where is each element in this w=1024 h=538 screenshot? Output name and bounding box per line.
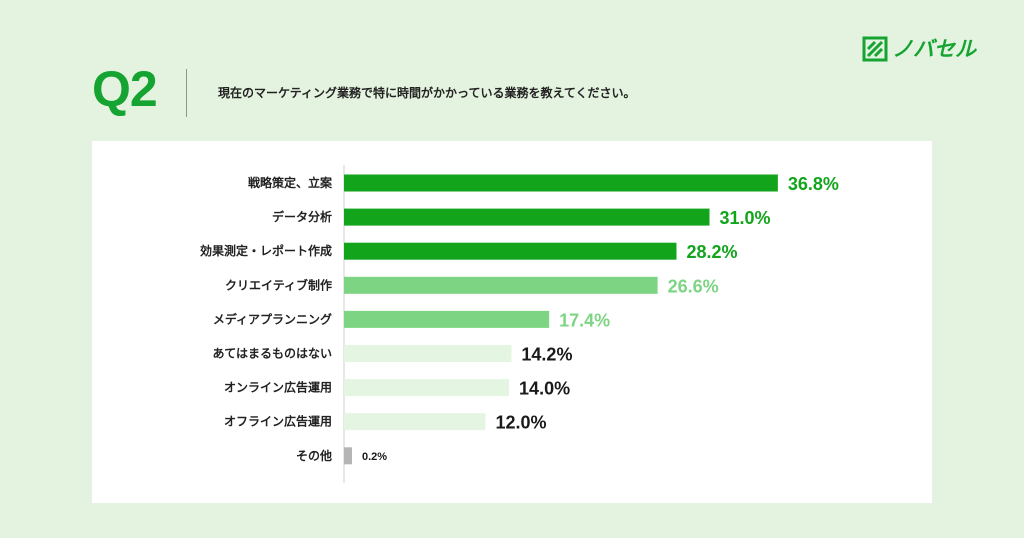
header-divider <box>186 69 187 117</box>
category-label: その他 <box>296 448 332 463</box>
bar <box>344 447 352 465</box>
bar <box>344 379 510 397</box>
category-label: データ分析 <box>272 209 332 224</box>
category-label: あてはまるものはない <box>212 347 332 361</box>
chart-panel: 戦略策定、立案 36.8% データ分析 31.0% 効果測定・レポート作成 28.2% クリ… <box>92 141 932 503</box>
value-label: 14.0% <box>519 379 570 399</box>
value-label: 12.0% <box>495 413 546 433</box>
category-label: オンライン広告運用 <box>224 380 332 395</box>
category-label: 効果測定・レポート作成 <box>200 243 332 258</box>
value-label: 36.8% <box>788 174 839 194</box>
bar <box>344 174 778 192</box>
value-label: 26.6% <box>668 276 719 296</box>
brand-logo-icon <box>862 36 888 62</box>
question-text: 現在のマーケティング業務で特に時間がかかっている業務を教えてください。 <box>218 86 636 100</box>
brand-logo: ノバセル <box>862 34 976 64</box>
bar <box>344 413 486 431</box>
question-number: Q2 <box>92 61 158 117</box>
value-label: 31.0% <box>719 208 770 228</box>
category-label: クリエイティブ制作 <box>225 277 332 292</box>
bar <box>344 208 710 226</box>
value-label: 0.2% <box>362 451 387 463</box>
brand-name: ノバセル <box>892 36 976 61</box>
value-label: 28.2% <box>686 242 737 262</box>
category-label: メディアプランニング <box>213 311 332 326</box>
bar <box>344 310 550 328</box>
value-label: 17.4% <box>559 310 610 330</box>
bar <box>344 242 677 260</box>
bar <box>344 345 512 362</box>
category-label: オフライン広告運用 <box>224 414 332 429</box>
category-label: 戦略策定、立案 <box>248 175 333 190</box>
bar-chart: 戦略策定、立案 36.8% データ分析 31.0% 効果測定・レポート作成 28.2% クリ… <box>200 165 839 483</box>
bar <box>344 276 658 294</box>
value-label: 14.2% <box>521 345 572 365</box>
